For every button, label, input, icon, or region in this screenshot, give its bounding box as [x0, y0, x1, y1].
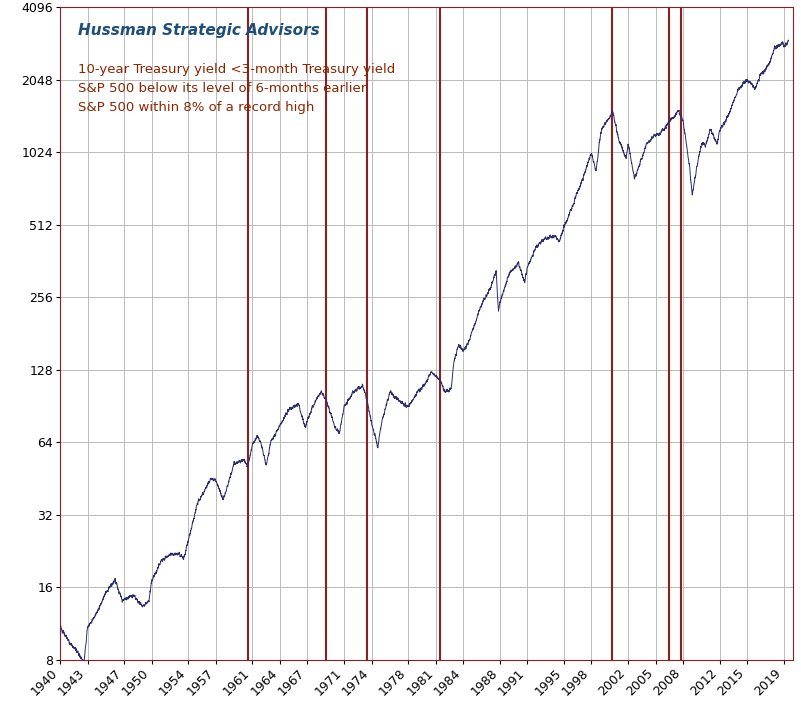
- Text: Hussman Strategic Advisors: Hussman Strategic Advisors: [78, 24, 320, 39]
- Text: 10-year Treasury yield <3-month Treasury yield
S&P 500 below its level of 6-mont: 10-year Treasury yield <3-month Treasury…: [78, 62, 396, 113]
